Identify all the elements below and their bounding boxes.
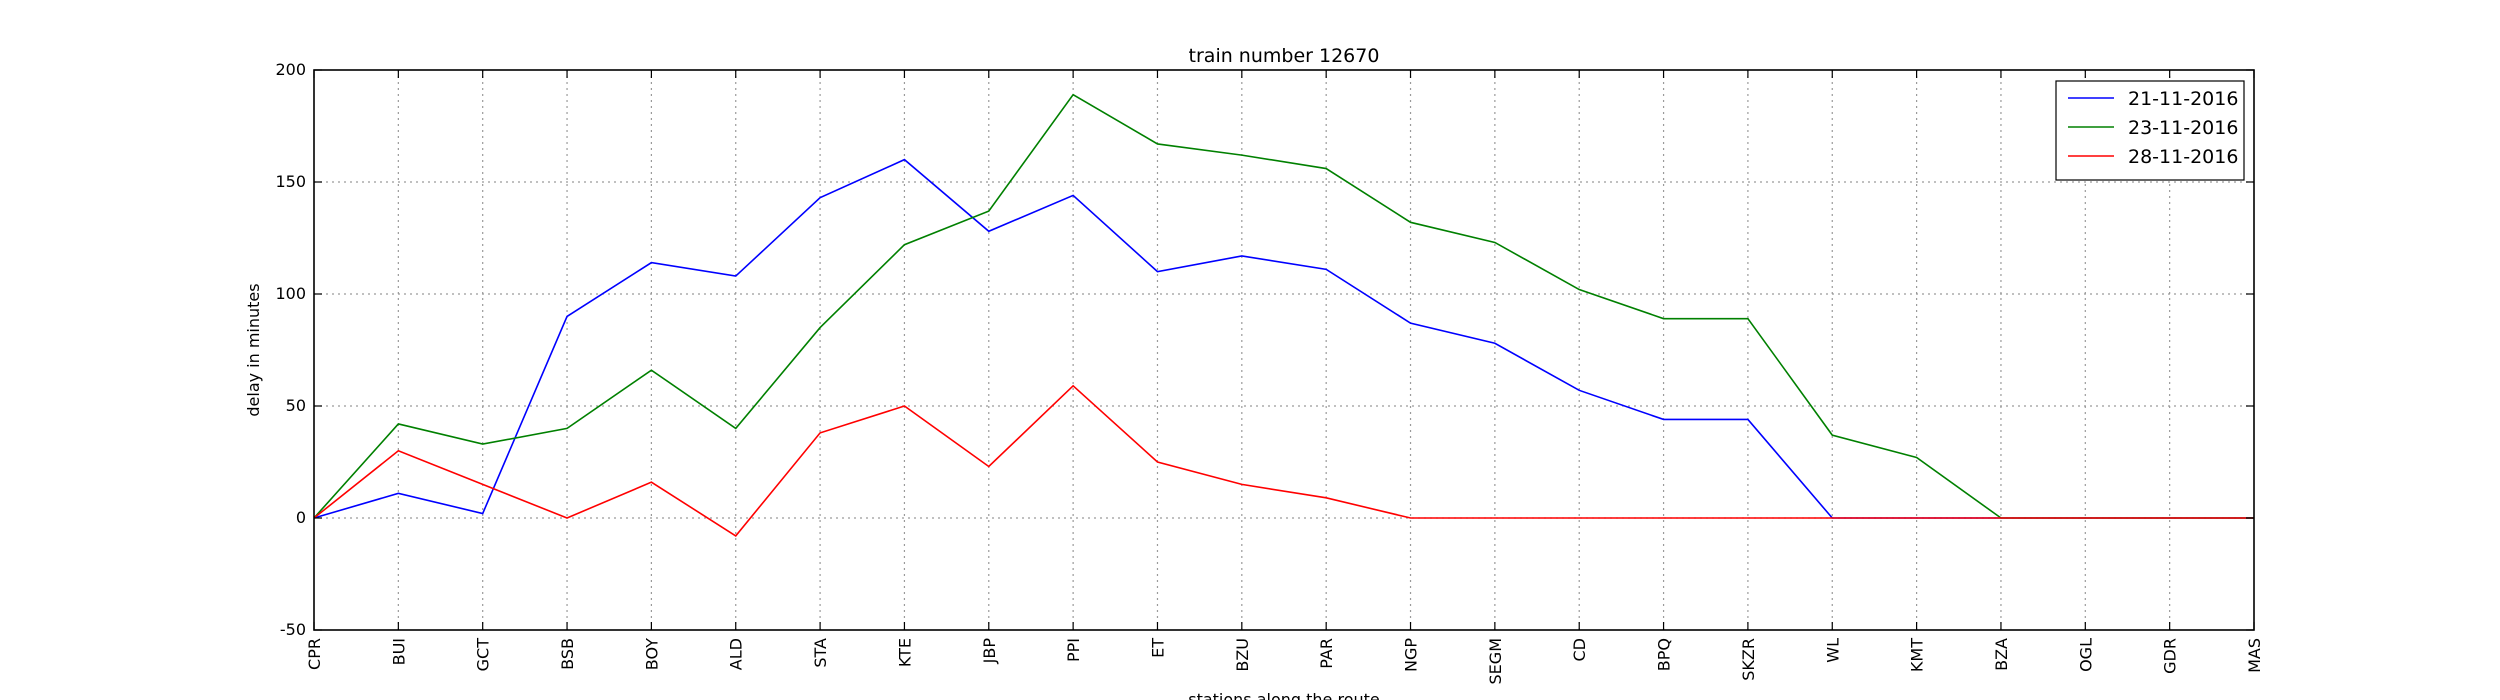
series-line-3 xyxy=(313,384,2254,537)
x-tick-label: PPI xyxy=(1064,638,1083,662)
x-tick-label: STA xyxy=(811,638,830,668)
x-tick-label: BZA xyxy=(1992,638,2011,671)
legend-label: 28-11-2016 xyxy=(2128,146,2238,168)
x-tick-label: OGL xyxy=(2076,638,2095,672)
x-tick-label: BOY xyxy=(642,638,661,670)
x-tick-label: BZU xyxy=(1233,638,1252,672)
x-tick-label: KTE xyxy=(895,638,914,667)
x-tick-label: JBP xyxy=(980,638,999,665)
y-tick-label: 0 xyxy=(296,508,306,527)
y-axis-label: delay in minutes xyxy=(244,283,263,416)
x-tick-label: BUI xyxy=(389,638,408,665)
x-tick-label: GCT xyxy=(474,638,493,672)
y-tick-label: -50 xyxy=(280,620,306,639)
x-tick-label: CD xyxy=(1570,638,1589,662)
series-line-2 xyxy=(313,93,2254,519)
y-tick-label: 150 xyxy=(275,172,306,191)
axis-ticks: -50 0 50 100 150 200 CPR BUI GCT BSB BOY ALD STA KTE J… xyxy=(275,60,2264,684)
x-tick-label: ALD xyxy=(727,638,746,670)
x-tick-label: ET xyxy=(1148,638,1167,658)
x-tick-label: WL xyxy=(1823,638,1842,663)
chart-title: train number 12670 xyxy=(1189,45,1380,67)
y-tick-label: 50 xyxy=(286,396,306,415)
legend-label: 21-11-2016 xyxy=(2128,88,2238,110)
x-tick-label: BSB xyxy=(558,638,577,670)
x-tick-label: SEGM xyxy=(1486,638,1505,684)
series-line-1 xyxy=(313,158,2254,519)
grid-lines xyxy=(314,70,2254,630)
x-tick-label: BPQ xyxy=(1655,638,1674,671)
x-tick-label: CPR xyxy=(305,638,324,670)
plot-frame xyxy=(313,69,2255,631)
x-tick-label: KMT xyxy=(1908,638,1927,672)
x-axis-label: stations along the route xyxy=(1188,690,1380,700)
x-tick-label: SKZR xyxy=(1739,638,1758,681)
x-tick-label: NGP xyxy=(1402,638,1421,672)
series-layer xyxy=(313,93,2254,537)
x-tick-label: MAS xyxy=(2245,638,2264,673)
legend: 21-11-2016 23-11-2016 28-11-2016 xyxy=(2055,80,2245,181)
y-tick-label: 100 xyxy=(275,284,306,303)
y-tick-label: 200 xyxy=(275,60,306,79)
x-tick-label: PAR xyxy=(1317,638,1336,669)
x-tick-label: GDR xyxy=(2161,638,2180,674)
legend-label: 23-11-2016 xyxy=(2128,117,2238,139)
